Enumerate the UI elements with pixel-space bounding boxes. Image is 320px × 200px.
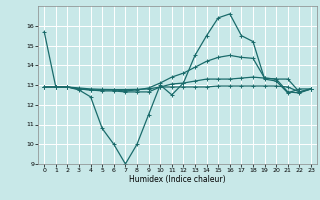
- X-axis label: Humidex (Indice chaleur): Humidex (Indice chaleur): [129, 175, 226, 184]
